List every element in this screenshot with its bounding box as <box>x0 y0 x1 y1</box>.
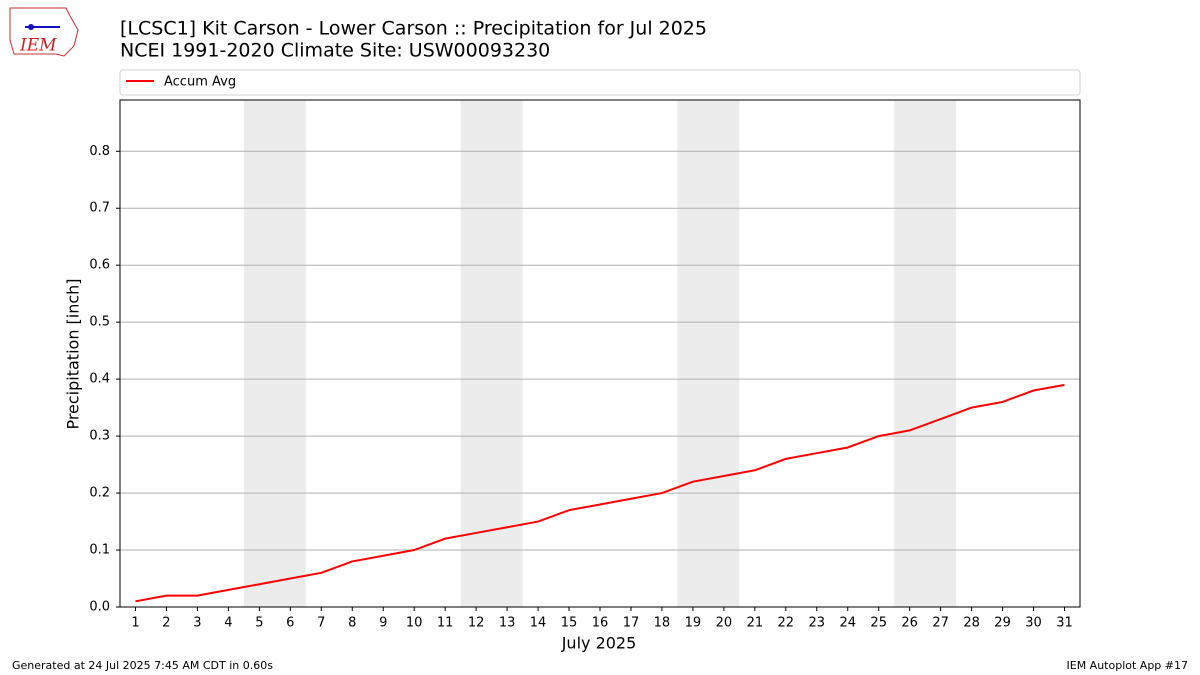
plot-frame <box>119 99 1081 608</box>
x-tick-label: 19 <box>685 616 702 631</box>
x-tick-label: 17 <box>623 616 640 631</box>
logo-text: IEM <box>19 36 57 56</box>
x-tick-label: 5 <box>255 616 263 631</box>
x-tick-label: 27 <box>932 616 949 631</box>
x-tick-label: 7 <box>317 616 325 631</box>
weekend-shade <box>677 100 740 607</box>
x-tick-label: 20 <box>716 616 733 631</box>
x-tick-label: 9 <box>379 616 387 631</box>
x-tick-label: 24 <box>839 616 856 631</box>
x-tick-label: 1 <box>131 616 139 631</box>
x-tick-label: 13 <box>499 616 516 631</box>
x-tick-label: 23 <box>809 616 826 631</box>
chart-title: [LCSC1] Kit Carson - Lower Carson :: Pre… <box>120 18 707 40</box>
logo-outline <box>9 7 79 57</box>
legend-label: Accum Avg <box>164 75 236 90</box>
y-axis-label: Precipitation [inch] <box>64 278 83 429</box>
logo-dot <box>28 24 34 30</box>
y-tick-label: 0.2 <box>89 486 110 501</box>
x-tick-label: 30 <box>1025 616 1042 631</box>
weekend-shade <box>894 100 957 607</box>
x-tick-label: 11 <box>437 616 454 631</box>
y-tick-label: 0.3 <box>89 429 110 444</box>
x-tick-label: 15 <box>561 616 578 631</box>
weekend-shade <box>460 100 523 607</box>
x-tick-label: 22 <box>778 616 795 631</box>
x-tick-label: 29 <box>994 616 1011 631</box>
y-tick-label: 0.0 <box>89 600 110 615</box>
x-tick-label: 3 <box>193 616 201 631</box>
y-tick-label: 0.8 <box>89 144 110 159</box>
x-tick-label: 25 <box>870 616 887 631</box>
footer-left: Generated at 24 Jul 2025 7:45 AM CDT in … <box>12 659 273 672</box>
x-tick-label: 8 <box>348 616 356 631</box>
y-tick-label: 0.6 <box>89 258 110 273</box>
x-tick-label: 18 <box>654 616 671 631</box>
x-tick-label: 21 <box>747 616 764 631</box>
y-tick-label: 0.5 <box>89 315 110 330</box>
y-tick-label: 0.4 <box>89 372 110 387</box>
x-axis-label: July 2025 <box>561 634 637 653</box>
x-tick-label: 26 <box>901 616 918 631</box>
x-tick-label: 10 <box>406 616 423 631</box>
logo: IEM <box>9 7 79 57</box>
x-tick-label: 16 <box>592 616 609 631</box>
legend-box <box>119 69 1081 96</box>
footer-right: IEM Autoplot App #17 <box>1067 659 1189 672</box>
line-series <box>135 383 1065 603</box>
x-tick-label: 4 <box>224 616 232 631</box>
x-tick-label: 31 <box>1056 616 1073 631</box>
y-tick-label: 0.7 <box>89 201 110 216</box>
chart-subtitle: NCEI 1991-2020 Climate Site: USW00093230 <box>120 40 550 62</box>
x-tick-label: 2 <box>162 616 170 631</box>
y-tick-label: 0.1 <box>89 543 110 558</box>
x-tick-label: 14 <box>530 616 547 631</box>
x-tick-label: 28 <box>963 616 980 631</box>
weekend-shade <box>243 100 306 607</box>
x-tick-label: 6 <box>286 616 294 631</box>
x-tick-label: 12 <box>468 616 485 631</box>
